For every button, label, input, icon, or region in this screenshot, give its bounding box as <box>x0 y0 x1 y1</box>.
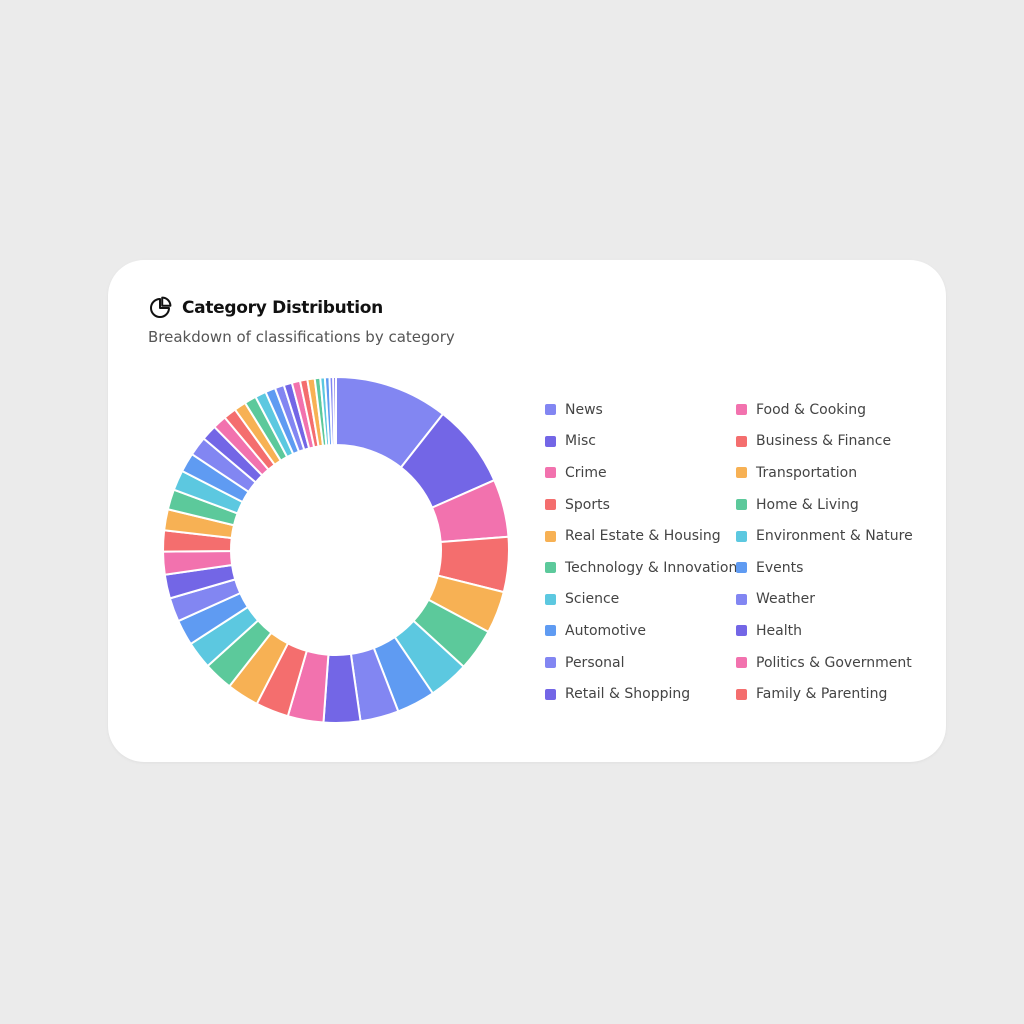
legend-swatch <box>736 435 747 447</box>
legend-label: Events <box>756 559 804 576</box>
card-title: Category Distribution <box>182 298 383 318</box>
legend-item[interactable]: Business & Finance <box>736 426 925 458</box>
legend-label: Business & Finance <box>756 433 892 450</box>
legend-label: Personal <box>565 654 625 671</box>
card-header: Category Distribution <box>148 296 383 320</box>
legend-label: Transportation <box>756 464 858 481</box>
legend-item[interactable]: Misc <box>545 426 736 458</box>
legend-label: Sports <box>565 496 610 513</box>
legend-label: Science <box>565 591 620 608</box>
legend-swatch <box>736 530 747 542</box>
legend-swatch <box>545 593 556 605</box>
legend-item[interactable]: Food & Cooking <box>736 394 925 426</box>
legend-swatch <box>545 625 556 637</box>
legend-item[interactable]: Home & Living <box>736 489 925 521</box>
donut-chart <box>162 376 510 724</box>
legend-item[interactable]: Crime <box>545 457 736 489</box>
pie-chart-icon <box>150 296 172 318</box>
legend-label: Weather <box>756 591 815 608</box>
legend-item[interactable]: Health <box>736 615 925 647</box>
legend-label: Misc <box>565 433 596 450</box>
legend-label: Politics & Government <box>756 654 912 671</box>
legend-swatch <box>736 657 747 669</box>
legend-label: Family & Parenting <box>756 686 888 703</box>
legend-item[interactable]: Automotive <box>545 615 736 647</box>
legend-label: Retail & Shopping <box>565 686 691 703</box>
legend-label: Crime <box>565 464 607 481</box>
legend-label: Food & Cooking <box>756 401 867 418</box>
legend-item[interactable]: Technology & Innovation <box>545 552 738 584</box>
legend-item[interactable]: Politics & Government <box>736 647 925 679</box>
legend-label: Health <box>756 622 802 639</box>
legend-swatch <box>736 467 747 479</box>
chart-legend: News Food & Cooking Misc Business & Finance… <box>545 394 925 710</box>
legend-swatch <box>545 688 556 700</box>
legend-label: Environment & Nature <box>756 528 913 545</box>
legend-swatch <box>736 688 747 700</box>
legend-item[interactable]: Personal <box>545 647 736 679</box>
legend-swatch <box>736 593 747 605</box>
legend-swatch <box>545 657 556 669</box>
legend-label: Home & Living <box>756 496 859 513</box>
legend-label: Real Estate & Housing <box>565 528 721 545</box>
legend-swatch <box>545 435 556 447</box>
legend-swatch <box>736 562 747 574</box>
legend-swatch <box>545 530 556 542</box>
legend-label: Automotive <box>565 622 646 639</box>
category-distribution-card: Category Distribution Breakdown of class… <box>108 260 946 762</box>
legend-swatch <box>545 562 556 574</box>
legend-swatch <box>736 625 747 637</box>
legend-item[interactable]: Science <box>545 584 736 616</box>
legend-item[interactable]: Real Estate & Housing <box>545 520 736 552</box>
legend-item[interactable]: Events <box>736 552 925 584</box>
legend-item[interactable]: Environment & Nature <box>736 520 925 552</box>
legend-label: Technology & Innovation <box>565 559 738 576</box>
legend-item[interactable]: Sports <box>545 489 736 521</box>
legend-label: News <box>565 401 603 418</box>
card-subtitle: Breakdown of classifications by category <box>148 328 455 346</box>
legend-swatch <box>736 404 747 416</box>
legend-item[interactable]: Family & Parenting <box>736 678 925 710</box>
legend-swatch <box>545 499 556 511</box>
legend-item[interactable]: News <box>545 394 736 426</box>
donut-slice[interactable] <box>332 376 337 447</box>
legend-swatch <box>545 404 556 416</box>
legend-item[interactable]: Retail & Shopping <box>545 678 736 710</box>
legend-swatch <box>545 467 556 479</box>
legend-item[interactable]: Transportation <box>736 457 925 489</box>
legend-item[interactable]: Weather <box>736 584 925 616</box>
legend-swatch <box>736 499 747 511</box>
